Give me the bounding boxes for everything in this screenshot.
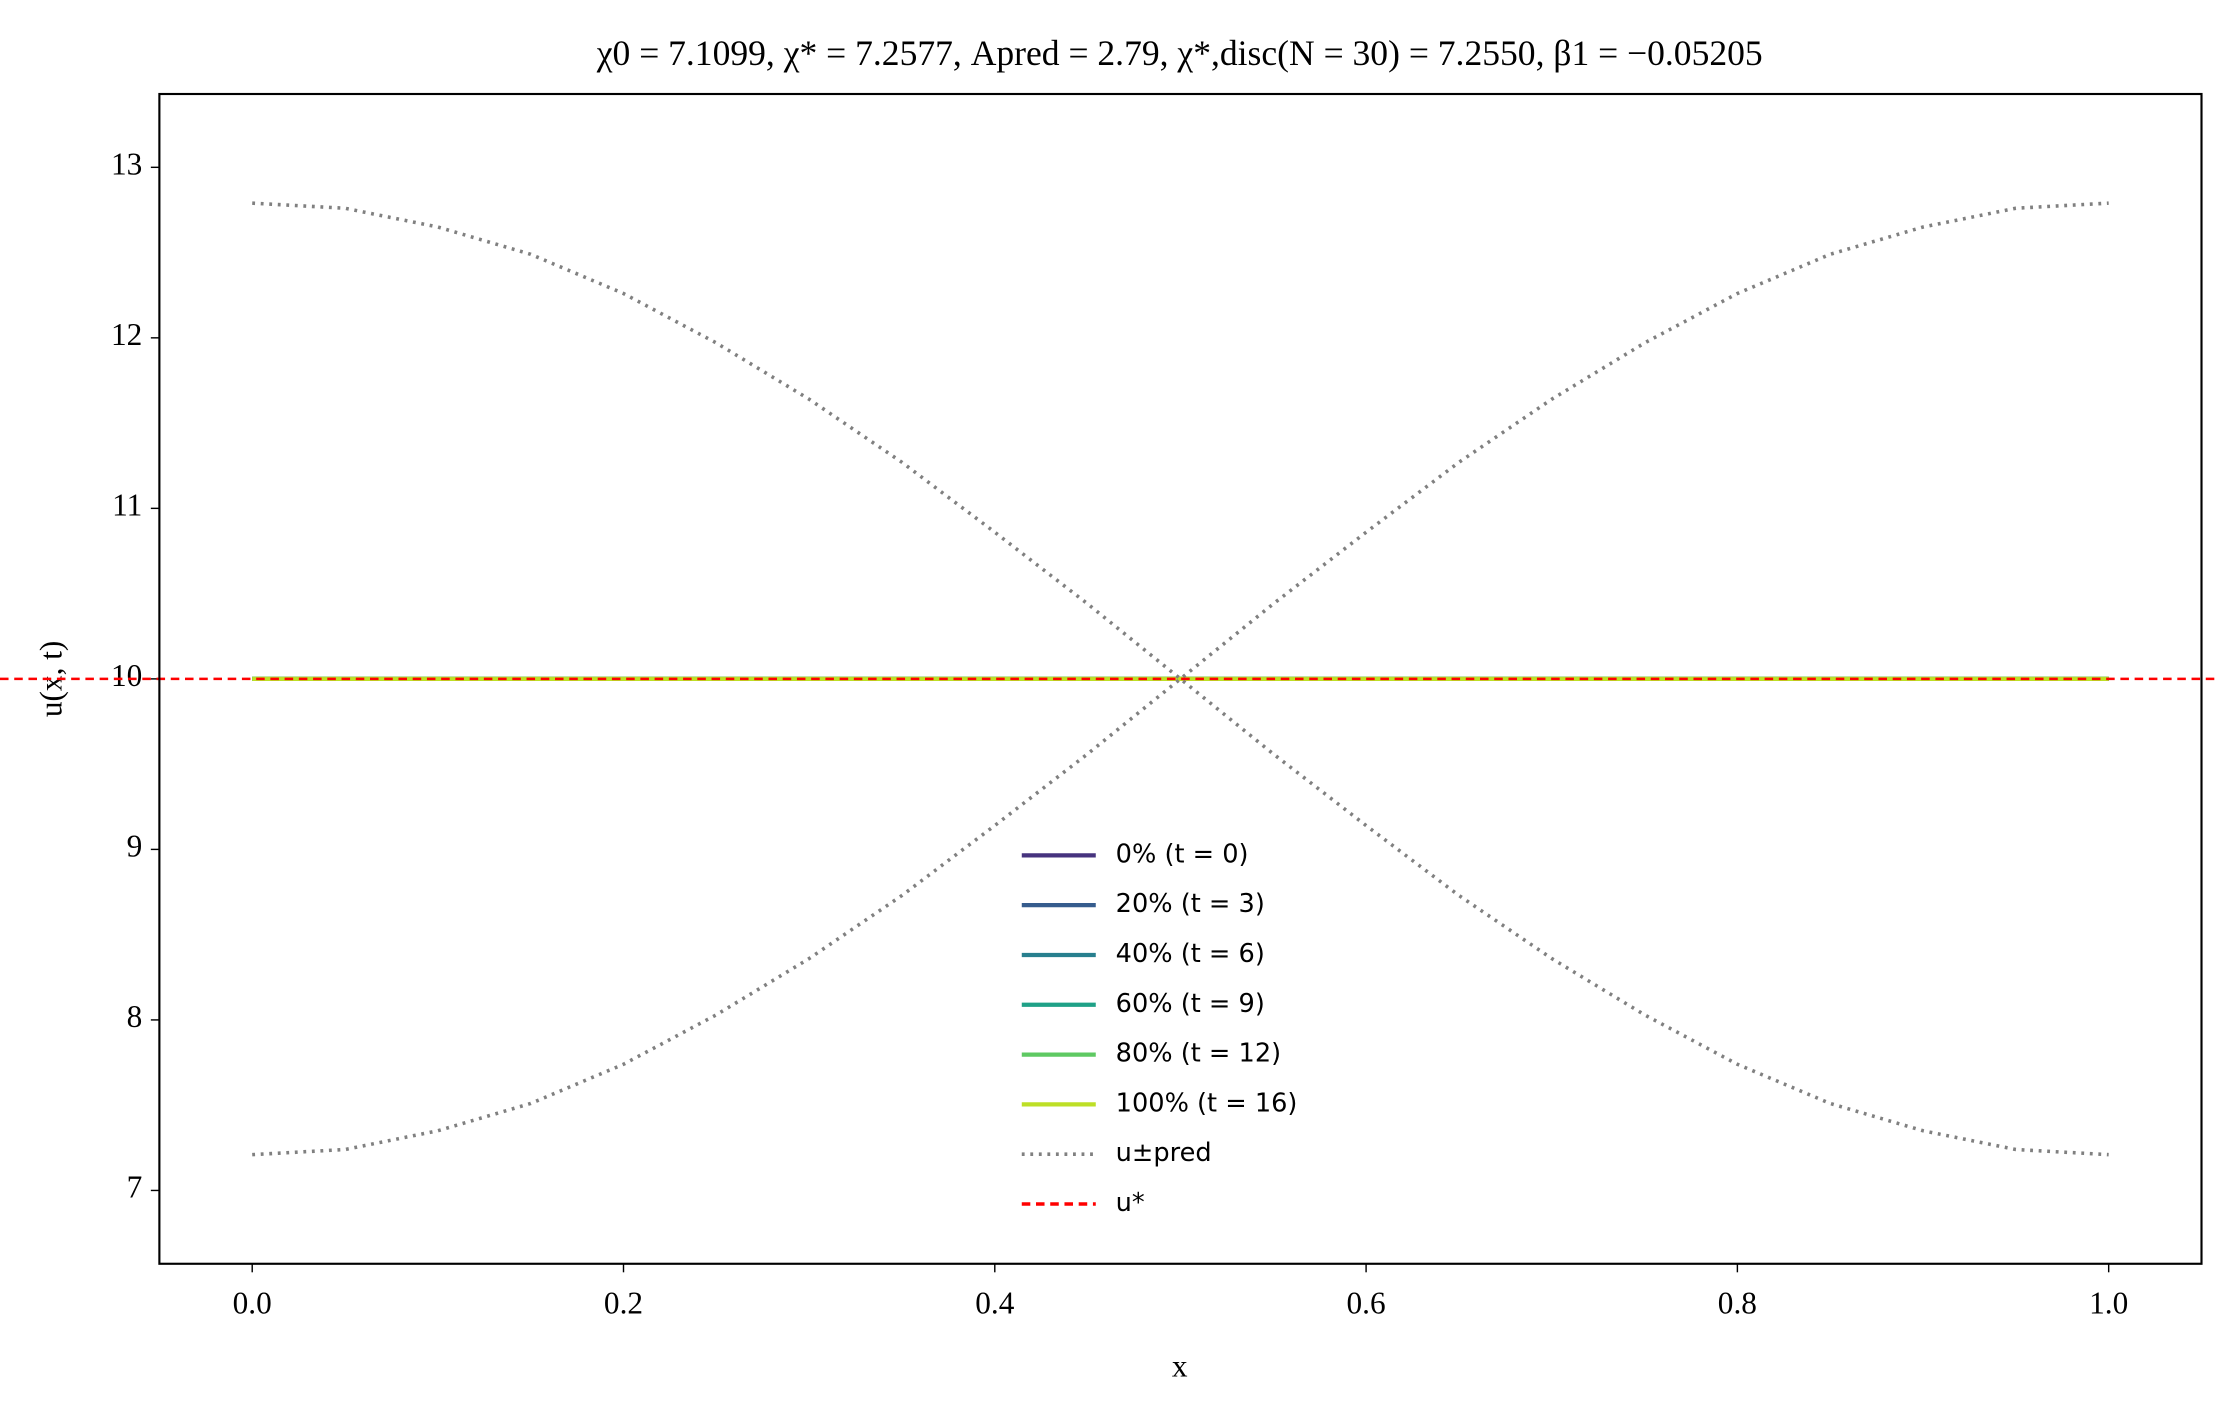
x-axis-label: x <box>1172 1348 1188 1383</box>
y-tick-label: 8 <box>127 999 143 1034</box>
series-line <box>252 201 2109 1157</box>
x-tick-label: 0.8 <box>1718 1286 1757 1321</box>
legend-label: 100% (t = 16) <box>1116 1088 1298 1118</box>
legend-label: 80% (t = 12) <box>1116 1039 1281 1069</box>
x-tick-label: 0.6 <box>1347 1286 1386 1321</box>
legend-label: 0% (t = 0) <box>1116 839 1249 869</box>
x-tick-label: 1.0 <box>2089 1286 2128 1321</box>
y-tick-label: 11 <box>112 488 142 523</box>
y-tick-label: 9 <box>127 829 143 864</box>
plot-frame <box>158 92 2203 1265</box>
y-tick-label: 12 <box>111 317 142 352</box>
series-line <box>252 201 2109 1157</box>
y-tick-label: 10 <box>111 658 142 693</box>
legend-label: 60% (t = 9) <box>1116 989 1265 1019</box>
legend-label: u* <box>1116 1188 1145 1218</box>
legend-label: u±pred <box>1116 1138 1212 1168</box>
x-tick-label: 0.2 <box>604 1286 643 1321</box>
legend-label: 20% (t = 3) <box>1116 889 1265 919</box>
x-tick-label: 0.0 <box>233 1286 272 1321</box>
y-tick-label: 13 <box>111 147 142 182</box>
y-tick-label: 7 <box>127 1170 143 1205</box>
chart-title: χ0 = 7.1099, χ* = 7.2577, Apred = 2.79, … <box>596 33 1763 73</box>
x-tick-label: 0.4 <box>975 1286 1014 1321</box>
legend-label: 40% (t = 6) <box>1116 939 1265 969</box>
